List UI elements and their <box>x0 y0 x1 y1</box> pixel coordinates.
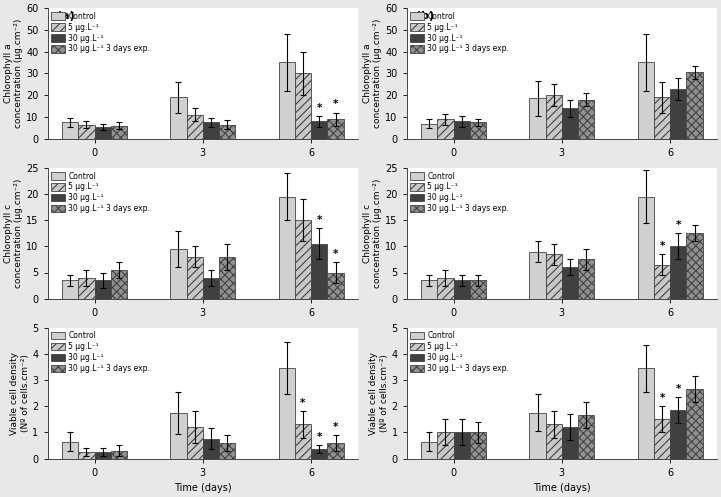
Text: (a): (a) <box>57 10 75 20</box>
Bar <box>438 119 454 139</box>
Bar <box>311 244 327 299</box>
Bar <box>637 196 654 299</box>
Bar <box>421 441 438 459</box>
Bar <box>454 121 470 139</box>
Legend: Control, 5 μg.L⁻¹, 30 μg.L⁻¹, 30 μg.L⁻¹ 3 days exp.: Control, 5 μg.L⁻¹, 30 μg.L⁻¹, 30 μg.L⁻¹ … <box>409 170 510 215</box>
Bar <box>219 125 235 139</box>
Bar <box>203 278 219 299</box>
Text: *: * <box>301 398 306 408</box>
Bar <box>311 449 327 459</box>
Legend: Control, 5 μg.L⁻¹, 30 μg.L⁻¹, 30 μg.L⁻¹ 3 days exp.: Control, 5 μg.L⁻¹, 30 μg.L⁻¹, 30 μg.L⁻¹ … <box>50 330 151 375</box>
Bar <box>278 63 295 139</box>
Bar <box>671 88 686 139</box>
Text: *: * <box>660 393 665 403</box>
Legend: Control, 5 μg.L⁻¹, 30 μg.L⁻¹, 30 μg.L⁻¹ 3 days exp.: Control, 5 μg.L⁻¹, 30 μg.L⁻¹, 30 μg.L⁻¹ … <box>50 10 151 55</box>
Legend: Control, 5 μg.L⁻¹, 30 μg.L⁻¹, 30 μg.L⁻¹ 3 days exp.: Control, 5 μg.L⁻¹, 30 μg.L⁻¹, 30 μg.L⁻¹ … <box>50 170 151 215</box>
Bar <box>62 122 79 139</box>
Bar <box>219 443 235 459</box>
Text: *: * <box>333 421 338 432</box>
Y-axis label: Chlorophyll c
concentration (μg.cm⁻²): Chlorophyll c concentration (μg.cm⁻²) <box>4 178 23 288</box>
Text: *: * <box>333 248 338 259</box>
Bar <box>111 451 127 459</box>
Bar <box>454 280 470 299</box>
Bar <box>327 272 344 299</box>
Bar <box>686 72 703 139</box>
Text: *: * <box>317 432 322 442</box>
Bar <box>671 410 686 459</box>
Bar <box>529 251 546 299</box>
Bar <box>686 389 703 459</box>
Bar <box>578 99 594 139</box>
Y-axis label: Chlorophyll c
concentration (μg.cm⁻²): Chlorophyll c concentration (μg.cm⁻²) <box>363 178 382 288</box>
Bar <box>295 424 311 459</box>
Bar <box>454 432 470 459</box>
Bar <box>637 63 654 139</box>
Bar <box>278 196 295 299</box>
Bar <box>654 419 671 459</box>
Bar <box>470 432 486 459</box>
Text: *: * <box>333 99 338 109</box>
Bar <box>562 427 578 459</box>
Bar <box>94 280 111 299</box>
X-axis label: Time (days): Time (days) <box>174 483 231 493</box>
Bar <box>79 125 94 139</box>
Bar <box>421 124 438 139</box>
Bar <box>578 415 594 459</box>
Bar <box>686 233 703 299</box>
Bar <box>470 122 486 139</box>
Bar <box>62 280 79 299</box>
Y-axis label: Viable cell density
(Nº of cells.cm⁻²): Viable cell density (Nº of cells.cm⁻²) <box>369 351 389 434</box>
Text: *: * <box>676 384 681 394</box>
Bar <box>187 115 203 139</box>
Bar <box>62 441 79 459</box>
Bar <box>203 122 219 139</box>
Text: (b): (b) <box>416 10 434 20</box>
Legend: Control, 5 μg.L⁻¹, 30 μg.L⁻¹, 30 μg.L⁻¹ 3 days exp.: Control, 5 μg.L⁻¹, 30 μg.L⁻¹, 30 μg.L⁻¹ … <box>409 10 510 55</box>
Text: *: * <box>660 241 665 251</box>
Bar <box>470 280 486 299</box>
Bar <box>311 121 327 139</box>
Bar <box>94 127 111 139</box>
Bar <box>438 278 454 299</box>
Bar <box>295 74 311 139</box>
Y-axis label: Chlorophyll a
concentration (μg.cm⁻²): Chlorophyll a concentration (μg.cm⁻²) <box>4 19 23 128</box>
Bar <box>654 97 671 139</box>
Bar <box>529 413 546 459</box>
Bar <box>578 259 594 299</box>
Bar <box>203 439 219 459</box>
Bar <box>671 247 686 299</box>
Bar <box>438 432 454 459</box>
Bar <box>546 95 562 139</box>
Bar <box>170 413 187 459</box>
Bar <box>546 424 562 459</box>
Bar <box>654 264 671 299</box>
Bar <box>546 254 562 299</box>
Bar <box>187 427 203 459</box>
Bar <box>170 97 187 139</box>
Bar <box>94 452 111 459</box>
Bar <box>562 267 578 299</box>
Bar <box>327 443 344 459</box>
Y-axis label: Chlorophyll a
concentration (μg.cm⁻²): Chlorophyll a concentration (μg.cm⁻²) <box>363 19 382 128</box>
Bar <box>529 98 546 139</box>
Bar <box>637 368 654 459</box>
Bar <box>327 119 344 139</box>
Text: *: * <box>317 103 322 113</box>
Text: *: * <box>317 215 322 225</box>
Bar <box>278 368 295 459</box>
Bar <box>79 278 94 299</box>
Bar <box>79 452 94 459</box>
Bar <box>111 270 127 299</box>
Bar <box>187 257 203 299</box>
Bar <box>421 280 438 299</box>
Legend: Control, 5 μg.L⁻¹, 30 μg.L⁻¹, 30 μg.L⁻¹ 3 days exp.: Control, 5 μg.L⁻¹, 30 μg.L⁻¹, 30 μg.L⁻¹ … <box>409 330 510 375</box>
Bar <box>295 220 311 299</box>
Bar <box>562 108 578 139</box>
Bar <box>111 126 127 139</box>
Y-axis label: Viable cell density
(Nº of cells.cm⁻²): Viable cell density (Nº of cells.cm⁻²) <box>10 351 30 434</box>
Bar <box>219 257 235 299</box>
X-axis label: Time (days): Time (days) <box>533 483 590 493</box>
Text: *: * <box>676 220 681 230</box>
Bar <box>170 249 187 299</box>
